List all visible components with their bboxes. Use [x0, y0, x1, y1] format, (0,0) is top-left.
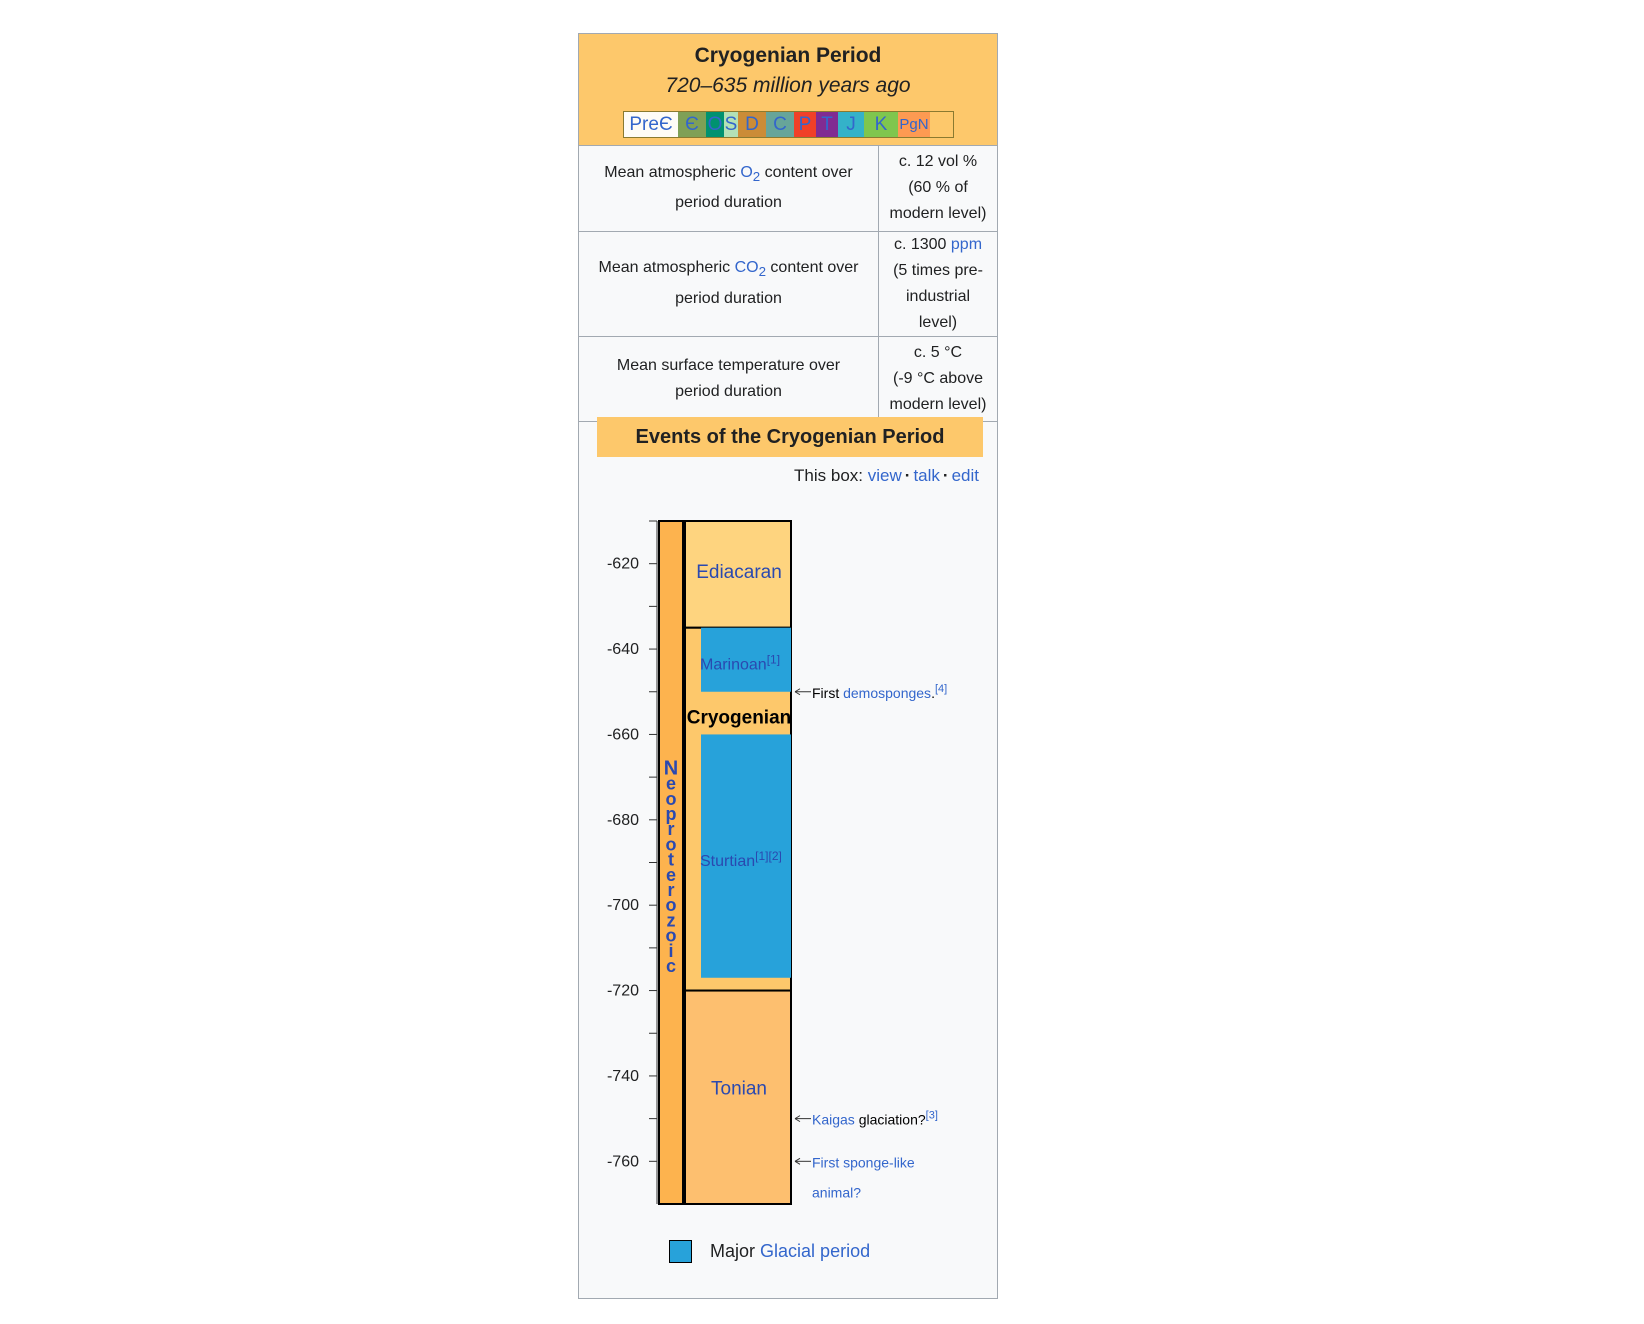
strip-5[interactable]: C: [766, 112, 794, 137]
infobox-title: Cryogenian Period: [694, 44, 882, 67]
tick-label: -680: [607, 812, 639, 829]
label-link[interactable]: O2: [740, 164, 761, 185]
event-arrow-head: [794, 1115, 801, 1123]
event-arrow-head: [794, 1157, 801, 1165]
property-value: c. 1300 ppm (5 times pre-industrial level…: [878, 231, 997, 337]
era-letter[interactable]: z: [667, 910, 676, 930]
label-link[interactable]: CO2: [734, 259, 766, 280]
tick-label: -640: [607, 641, 639, 658]
strip-6[interactable]: P: [794, 112, 816, 137]
property-row: Mean atmospheric O2 content over period …: [579, 146, 997, 232]
event-label: Kaigas glaciation?[3]: [812, 1110, 938, 1128]
strip-0[interactable]: PreЄ: [624, 112, 678, 137]
label-text: Mean surface temperature over period dur…: [616, 356, 841, 400]
era-letter[interactable]: o: [666, 789, 677, 809]
era-letter[interactable]: N: [664, 757, 678, 779]
this-box-label: This box:: [794, 466, 864, 485]
label-text-post: content over period duration: [675, 164, 853, 212]
era-letter[interactable]: c: [666, 956, 676, 976]
tick-label: -660: [607, 726, 639, 743]
value-link[interactable]: ppm: [950, 235, 983, 253]
period-cryogenian-label: Cryogenian: [687, 707, 792, 728]
era-letter[interactable]: e: [666, 865, 676, 885]
tick-label: -620: [607, 556, 639, 573]
glaciation-marinoan-label[interactable]: Marinoan[1]: [700, 653, 780, 674]
strip-9[interactable]: K: [864, 112, 898, 137]
property-value: c. 12 vol % (60 % of modern level): [878, 146, 997, 232]
era-letter[interactable]: r: [667, 819, 674, 839]
strip-2[interactable]: O: [706, 112, 724, 137]
glaciation-marinoan-bar[interactable]: [701, 627, 791, 692]
label-text: Mean atmospheric: [604, 164, 741, 182]
properties-table: Mean atmospheric O2 content over period …: [579, 146, 997, 422]
period-tonian-label[interactable]: Tonian: [711, 1079, 767, 1100]
label-text-post: content over period duration: [675, 259, 859, 307]
infobox-header: Cryogenian Period 720–635 million years …: [579, 34, 997, 146]
talk-link[interactable]: talk: [913, 466, 940, 485]
era-letter[interactable]: o: [666, 926, 677, 946]
event-label-link[interactable]: First sponge-like: [812, 1154, 915, 1170]
strip-10[interactable]: PgN: [898, 112, 930, 137]
strip-8[interactable]: J: [838, 112, 864, 137]
tick-label: -700: [607, 897, 639, 914]
strip-1[interactable]: Є: [678, 112, 706, 137]
tick-label: -740: [607, 1068, 639, 1085]
tick-label: -760: [607, 1153, 639, 1170]
view-link[interactable]: view: [867, 466, 902, 485]
value-main: c. 5 °C: [913, 343, 963, 361]
geologic-timeline-strip: PreЄ Є O S D C P T J K PgN: [623, 111, 954, 138]
value-note: (60 % of modern level): [889, 179, 987, 223]
era-neoproterozoic-bar: [658, 520, 684, 1205]
this-box-links: This box: view · talk · edit: [794, 466, 979, 485]
era-letter[interactable]: r: [667, 880, 674, 900]
event-label-link-cont[interactable]: animal?: [812, 1184, 861, 1200]
era-letter[interactable]: e: [666, 774, 676, 794]
property-label: Mean atmospheric O2 content over period …: [579, 146, 879, 232]
label-text: Mean atmospheric: [598, 259, 735, 277]
era-letter[interactable]: o: [666, 834, 677, 854]
edit-link[interactable]: edit: [951, 466, 979, 485]
infobox-subtitle: 720–635 million years ago: [665, 74, 911, 97]
era-letter[interactable]: i: [668, 941, 673, 961]
value-main: c. 12 vol %: [898, 153, 978, 171]
property-label: Mean atmospheric CO2 content over period…: [579, 231, 879, 337]
property-value: c. 5 °C (-9 °C above modern level): [878, 336, 997, 422]
value-note: (5 times pre-industrial level): [893, 261, 983, 331]
legend: Major Glacial period: [669, 1240, 870, 1263]
glaciation-sturtian-label[interactable]: Sturtian[1][2]: [700, 849, 782, 870]
property-label: Mean surface temperature over period dur…: [579, 336, 879, 422]
property-row: Mean atmospheric CO2 content over period…: [579, 231, 997, 337]
era-letter[interactable]: t: [668, 850, 674, 870]
timeline-chart: -620-640-660-680-700-720-740-760Neoprote…: [607, 520, 947, 1205]
strip-4[interactable]: D: [738, 112, 766, 137]
value-note: (-9 °C above modern level): [889, 369, 987, 413]
infobox: Cryogenian Period 720–635 million years …: [578, 33, 998, 1299]
legend-swatch: [669, 1240, 692, 1263]
strip-7[interactable]: T: [816, 112, 838, 137]
event-label: First demosponges.[4]: [812, 683, 947, 701]
period-ediacaran-label[interactable]: Ediacaran: [696, 562, 782, 583]
event-arrow-head: [794, 688, 801, 696]
era-letter[interactable]: p: [666, 804, 677, 824]
era-letter[interactable]: o: [666, 895, 677, 915]
legend-prefix: Major: [710, 1241, 756, 1261]
property-row: Mean surface temperature over period dur…: [579, 336, 997, 422]
events-title: Events of the Cryogenian Period: [597, 417, 983, 457]
strip-3[interactable]: S: [724, 112, 738, 137]
tick-label: -720: [607, 983, 639, 1000]
glacial-period-link[interactable]: Glacial period: [760, 1241, 871, 1261]
period-tonian-bar[interactable]: [684, 989, 792, 1205]
value-main: c. 1300: [893, 235, 951, 253]
glaciation-sturtian-bar[interactable]: [701, 734, 791, 978]
